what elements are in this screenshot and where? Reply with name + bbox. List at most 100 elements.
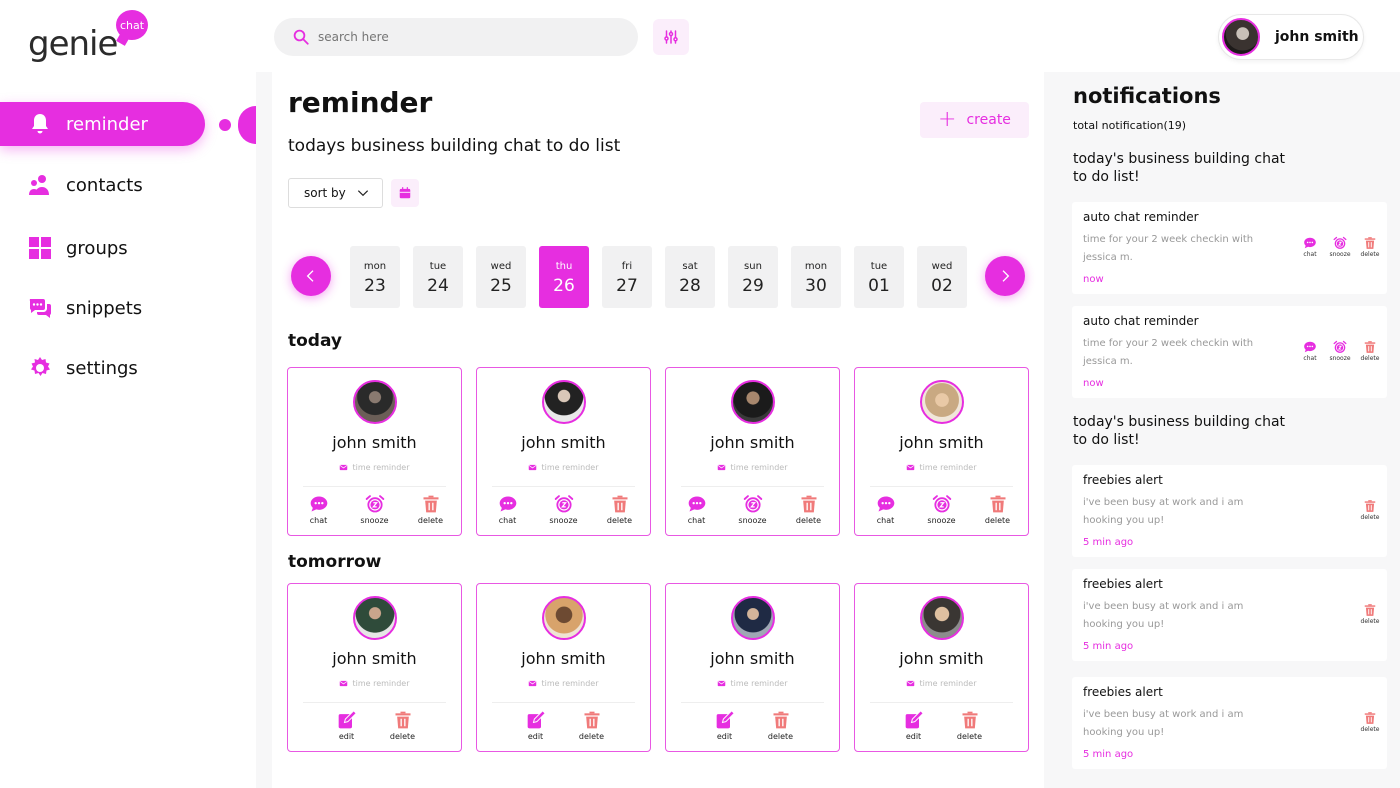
date-dow: wed [931,261,953,272]
date-dow: mon [804,261,828,272]
delete-button[interactable]: delete [574,710,610,741]
contact-name: john smith [899,433,984,452]
notification-card[interactable]: freebies alert i've been busy at work and… [1072,569,1387,661]
date-dow: mon [363,261,387,272]
card-actions: chat snooze delete [288,494,461,525]
chat-icon [310,496,327,512]
chat-icon [499,496,516,512]
alarm-clock-icon [932,495,951,513]
date-num: 29 [742,276,764,296]
reminder-card[interactable]: john smith time reminder edit delete [476,583,651,752]
snooze-button[interactable]: snooze [924,494,960,525]
snooze-button[interactable]: snooze [735,494,771,525]
sidebar-item-snippets[interactable]: snippets [0,286,205,330]
date-cell[interactable]: mon 23 [350,246,400,308]
filter-button[interactable] [653,19,689,55]
date-cell[interactable]: tue 24 [413,246,463,308]
date-cell[interactable]: wed 02 [917,246,967,308]
date-cell[interactable]: fri 27 [602,246,652,308]
date-cell[interactable]: sat 28 [665,246,715,308]
calendar-button[interactable] [391,179,419,207]
reminder-meta-text: time reminder [352,679,410,688]
sidebar-item-groups[interactable]: groups [0,226,205,270]
action-label: edit [338,732,355,741]
delete-button[interactable]: delete [1359,236,1381,258]
reminder-meta: time reminder [666,679,839,688]
action-label: delete [1360,251,1380,258]
reminder-card[interactable]: john smith time reminder chat snooze delete [287,367,462,536]
delete-button[interactable]: delete [791,494,827,525]
action-label: snooze [1329,355,1351,362]
contact-name: john smith [710,433,795,452]
chat-button[interactable]: chat [490,494,526,525]
chat-button[interactable]: chat [1299,236,1321,258]
date-cell[interactable]: wed 25 [476,246,526,308]
notification-time: 5 min ago [1083,641,1134,652]
action-label: snooze [927,516,956,525]
section-title-today: today [288,331,343,351]
edit-icon [905,710,924,729]
delete-button[interactable]: delete [952,710,988,741]
delete-button[interactable]: delete [1359,499,1381,521]
contacts-icon [29,175,49,195]
search-input[interactable] [318,30,618,44]
edit-button[interactable]: edit [329,710,365,741]
reminder-card[interactable]: john smith time reminder chat snooze delete [665,367,840,536]
grid-icon [29,237,51,259]
edit-icon [527,710,546,729]
date-dow: thu [555,261,573,272]
contact-name: john smith [710,649,795,668]
action-label: delete [417,516,444,525]
sort-by-dropdown[interactable]: sort by [288,178,383,208]
search-bar[interactable] [274,18,638,56]
edit-button[interactable]: edit [896,710,932,741]
delete-button[interactable]: delete [1359,711,1381,733]
snooze-button[interactable]: snooze [546,494,582,525]
snooze-button[interactable]: snooze [1329,236,1351,258]
edit-icon [338,710,357,729]
delete-button[interactable]: delete [413,494,449,525]
notification-card[interactable]: freebies alert i've been busy at work and… [1072,677,1387,769]
snooze-button[interactable]: snooze [1329,340,1351,362]
edit-button[interactable]: edit [707,710,743,741]
reminder-card[interactable]: john smith time reminder edit delete [287,583,462,752]
prev-week-button[interactable] [291,256,331,296]
delete-button[interactable]: delete [763,710,799,741]
next-week-button[interactable] [985,256,1025,296]
notification-card[interactable]: freebies alert i've been busy at work and… [1072,465,1387,557]
profile-name: john smith [1275,29,1359,45]
create-button[interactable]: + create [920,102,1029,138]
chat-button[interactable]: chat [679,494,715,525]
chat-button[interactable]: chat [868,494,904,525]
profile-chip[interactable]: john smith [1218,14,1364,60]
top-bar: genie chat john smith [0,0,1400,72]
reminder-card[interactable]: john smith time reminder edit delete [665,583,840,752]
notification-card[interactable]: auto chat reminder time for your 2 week c… [1072,202,1387,294]
alarm-clock-icon [1333,340,1347,353]
reminder-card[interactable]: john smith time reminder chat snooze delete [854,367,1029,536]
sidebar-item-contacts[interactable]: contacts [0,163,205,207]
date-cell-selected[interactable]: thu 26 [539,246,589,308]
snooze-button[interactable]: snooze [357,494,393,525]
sidebar-item-reminder[interactable]: reminder [0,102,205,146]
delete-button[interactable]: delete [385,710,421,741]
sidebar-item-settings[interactable]: settings [0,346,205,390]
chat-button[interactable]: chat [1299,340,1321,362]
delete-button[interactable]: delete [1359,603,1381,625]
contact-avatar [920,596,964,640]
reminder-meta-text: time reminder [352,463,410,472]
divider [492,486,635,487]
delete-button[interactable]: delete [980,494,1016,525]
reminder-card[interactable]: john smith time reminder edit delete [854,583,1029,752]
trash-icon [1364,604,1376,616]
date-cell[interactable]: sun 29 [728,246,778,308]
delete-button[interactable]: delete [602,494,638,525]
date-cell[interactable]: mon 30 [791,246,841,308]
reminder-card[interactable]: john smith time reminder chat snooze delete [476,367,651,536]
chat-button[interactable]: chat [301,494,337,525]
edit-button[interactable]: edit [518,710,554,741]
delete-button[interactable]: delete [1359,340,1381,362]
date-cell[interactable]: tue 01 [854,246,904,308]
logo[interactable]: genie chat [28,10,158,68]
notification-card[interactable]: auto chat reminder time for your 2 week c… [1072,306,1387,398]
